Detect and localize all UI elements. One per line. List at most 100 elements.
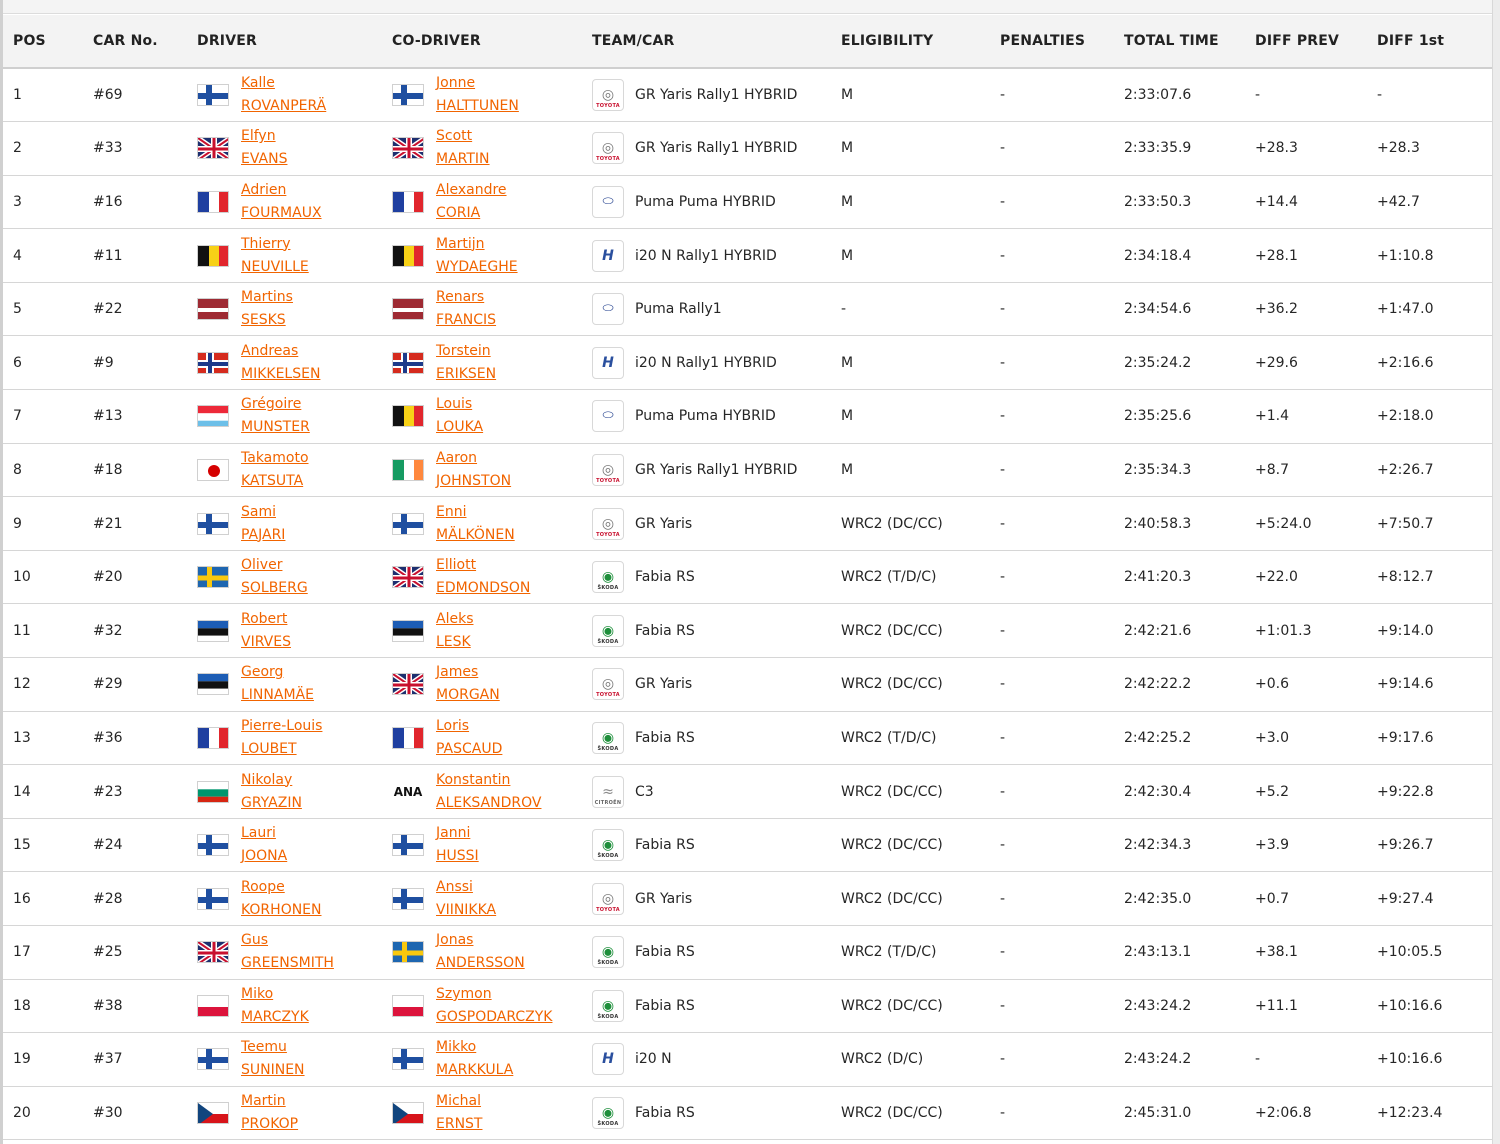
skoda-logo-icon: ◉ ŠKODA (592, 989, 624, 1022)
diff-prev-cell: +36.2 (1245, 282, 1367, 336)
header-eligibility[interactable]: ELIGIBILITY (831, 15, 990, 69)
codriver-first-name-link[interactable]: Louis (436, 396, 473, 413)
driver-last-name-link[interactable]: MIKKELSEN (241, 365, 321, 382)
driver-last-name-link[interactable]: MUNSTER (241, 419, 310, 436)
codriver-last-name-link[interactable]: PASCAUD (436, 740, 503, 757)
driver-last-name-link[interactable]: ROVANPERÄ (241, 98, 327, 115)
codriver-last-name-link[interactable]: MARTIN (436, 151, 490, 168)
codriver-last-name-link[interactable]: EDMONDSON (436, 580, 531, 597)
codriver-first-name-link[interactable]: Torstein (436, 342, 491, 359)
driver-last-name-link[interactable]: SOLBERG (241, 580, 308, 597)
header-co-driver[interactable]: CO-DRIVER (382, 15, 582, 69)
driver-last-name-link[interactable]: JOONA (241, 848, 288, 865)
header-pos[interactable]: POS (3, 15, 83, 69)
codriver-first-name-link[interactable]: Janni (436, 825, 471, 842)
header-diff-first[interactable]: DIFF 1st (1367, 15, 1492, 69)
driver-first-name-link[interactable]: Takamoto (241, 449, 309, 466)
driver-first-name-link[interactable]: Roope (241, 878, 285, 895)
driver-first-name-link[interactable]: Georg (241, 664, 284, 681)
codriver-last-name-link[interactable]: ALEKSANDROV (436, 794, 542, 811)
driver-last-name-link[interactable]: KATSUTA (241, 472, 304, 489)
codriver-first-name-link[interactable]: Elliott (436, 557, 477, 574)
penalties: - (1000, 193, 1006, 210)
driver-first-name-link[interactable]: Nikolay (241, 771, 293, 788)
driver-first-name-link[interactable]: Kalle (241, 75, 275, 92)
driver-first-name-link[interactable]: Martin (241, 1093, 286, 1110)
codriver-first-name-link[interactable]: Martijn (436, 235, 485, 252)
codriver-last-name-link[interactable]: ANDERSSON (436, 955, 525, 972)
driver-cell: Robert VIRVES (187, 604, 382, 658)
driver-first-name-link[interactable]: Teemu (241, 1039, 287, 1056)
codriver-first-name-link[interactable]: Loris (436, 717, 470, 734)
driver-first-name-link[interactable]: Adrien (241, 181, 287, 198)
driver-first-name-link[interactable]: Lauri (241, 825, 276, 842)
codriver-first-name-link[interactable]: Renars (436, 289, 485, 306)
codriver-last-name-link[interactable]: CORIA (436, 204, 481, 221)
codriver-first-name-link[interactable]: Jonne (436, 75, 476, 92)
driver-last-name-link[interactable]: EVANS (241, 151, 288, 168)
codriver-first-name-link[interactable]: Aleks (436, 610, 474, 627)
codriver-last-name-link[interactable]: GOSPODARCZYK (436, 1008, 553, 1025)
header-driver[interactable]: DRIVER (187, 15, 382, 69)
header-total-time[interactable]: TOTAL TIME (1114, 15, 1245, 69)
driver-name: Gus GREENSMITH (241, 929, 334, 975)
codriver-first-name-link[interactable]: Konstantin (436, 771, 511, 788)
driver-last-name-link[interactable]: LOUBET (241, 740, 297, 757)
diff-prev: - (1255, 1051, 1261, 1068)
codriver-last-name-link[interactable]: WYDAEGHE (436, 258, 518, 275)
codriver-first-name-link[interactable]: Enni (436, 503, 467, 520)
codriver-info: Louis LOUKA (392, 393, 582, 439)
driver-last-name-link[interactable]: PAJARI (241, 526, 286, 543)
codriver-last-name-link[interactable]: MÄLKÖNEN (436, 526, 515, 543)
codriver-last-name-link[interactable]: VIINIKKA (436, 901, 497, 918)
codriver-first-name-link[interactable]: Mikko (436, 1039, 477, 1056)
header-diff-prev[interactable]: DIFF PREV (1245, 15, 1367, 69)
driver-last-name-link[interactable]: KORHONEN (241, 901, 322, 918)
header-penalties[interactable]: PENALTIES (990, 15, 1114, 69)
codriver-first-name-link[interactable]: James (436, 664, 479, 681)
codriver-last-name-link[interactable]: MORGAN (436, 687, 500, 704)
header-car-number[interactable]: CAR No. (83, 15, 187, 69)
driver-first-name-link[interactable]: Gus (241, 932, 269, 949)
driver-first-name-link[interactable]: Robert (241, 610, 288, 627)
codriver-last-name-link[interactable]: JOHNSTON (436, 472, 512, 489)
penalties-cell: - (990, 1033, 1114, 1087)
driver-first-name-link[interactable]: Oliver (241, 557, 283, 574)
driver-last-name-link[interactable]: FOURMAUX (241, 204, 322, 221)
codriver-first-name-link[interactable]: Jonas (436, 932, 474, 949)
codriver-last-name-link[interactable]: FRANCIS (436, 312, 497, 329)
codriver-last-name-link[interactable]: LESK (436, 633, 471, 650)
driver-first-name-link[interactable]: Grégoire (241, 396, 302, 413)
driver-last-name-link[interactable]: VIRVES (241, 633, 291, 650)
eligibility: M (841, 140, 854, 157)
codriver-last-name-link[interactable]: ERNST (436, 1116, 483, 1133)
driver-first-name-link[interactable]: Miko (241, 985, 274, 1002)
codriver-first-name-link[interactable]: Alexandre (436, 181, 507, 198)
codriver-first-name-link[interactable]: Scott (436, 128, 473, 145)
scrollbar-track[interactable] (1492, 0, 1500, 1144)
codriver-last-name-link[interactable]: LOUKA (436, 419, 484, 436)
driver-last-name-link[interactable]: SESKS (241, 312, 286, 329)
codriver-first-name-link[interactable]: Anssi (436, 878, 473, 895)
driver-first-name-link[interactable]: Pierre-Louis (241, 717, 323, 734)
driver-last-name-link[interactable]: NEUVILLE (241, 258, 309, 275)
driver-last-name-link[interactable]: MARCZYK (241, 1008, 309, 1025)
codriver-first-name-link[interactable]: Aaron (436, 449, 478, 466)
driver-first-name-link[interactable]: Thierry (241, 235, 291, 252)
driver-first-name-link[interactable]: Martins (241, 289, 293, 306)
driver-first-name-link[interactable]: Sami (241, 503, 276, 520)
driver-first-name-link[interactable]: Andreas (241, 342, 299, 359)
driver-first-name-link[interactable]: Elfyn (241, 128, 276, 145)
codriver-last-name-link[interactable]: HUSSI (436, 848, 479, 865)
driver-last-name-link[interactable]: PROKOP (241, 1116, 299, 1133)
codriver-first-name-link[interactable]: Szymon (436, 985, 492, 1002)
driver-last-name-link[interactable]: SUNINEN (241, 1062, 305, 1079)
codriver-last-name-link[interactable]: ERIKSEN (436, 365, 497, 382)
codriver-last-name-link[interactable]: MARKKULA (436, 1062, 514, 1079)
header-team-car[interactable]: TEAM/CAR (582, 15, 831, 69)
codriver-last-name-link[interactable]: HALTTUNEN (436, 98, 519, 115)
driver-last-name-link[interactable]: GREENSMITH (241, 955, 334, 972)
codriver-first-name-link[interactable]: Michal (436, 1093, 482, 1110)
driver-last-name-link[interactable]: GRYAZIN (241, 794, 302, 811)
driver-last-name-link[interactable]: LINNAMÄE (241, 687, 314, 704)
